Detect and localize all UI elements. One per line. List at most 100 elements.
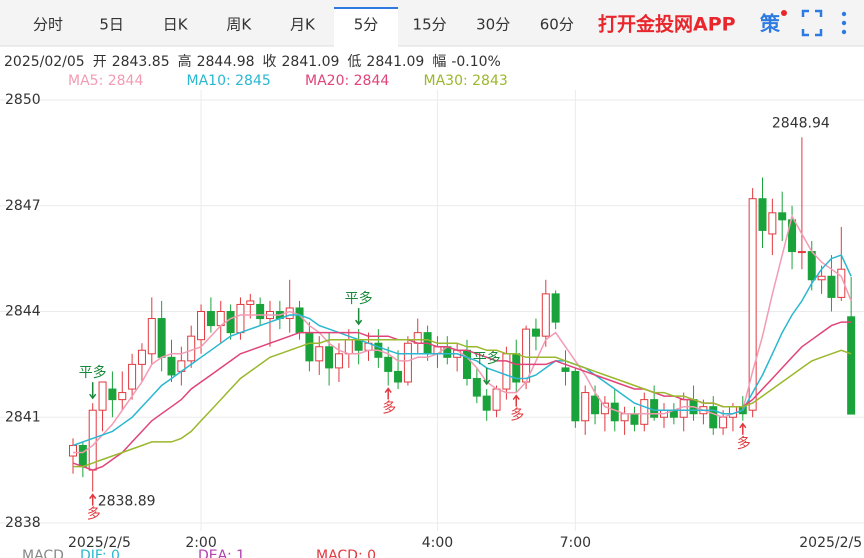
tab[interactable]: 15分 [413, 16, 447, 34]
candle-body [147, 318, 156, 355]
candle-body [88, 409, 97, 471]
tab[interactable]: 日K [163, 16, 189, 34]
tab[interactable]: 30分 [476, 16, 510, 34]
candle-body [206, 311, 215, 327]
candle-body [463, 349, 471, 379]
x-tick-label: 2025/2/5 [799, 535, 862, 551]
candle-body [98, 381, 107, 411]
candle-body [522, 328, 531, 383]
candle-body [157, 318, 166, 358]
quote-value: -0.10% [451, 54, 501, 70]
candle-body [807, 251, 816, 281]
candle-body [285, 307, 294, 320]
tab[interactable]: 月K [290, 16, 316, 34]
candle-body [620, 413, 629, 422]
candle-body [246, 300, 255, 305]
candle-body [167, 356, 176, 376]
candle-body [69, 444, 77, 457]
candle-body [197, 311, 206, 341]
quote-line: 2025/02/05 开 2843.85 高 2844.98 收 2841.09 低 2841.… [4, 53, 501, 70]
plot [69, 137, 856, 492]
candle-body [315, 346, 324, 362]
tab-bar [0, 0, 864, 46]
candle-body [591, 395, 600, 415]
candle-body [630, 413, 639, 425]
signal-arrow [89, 382, 97, 400]
signal-arrow [89, 493, 97, 506]
tab[interactable]: 5分 [354, 16, 379, 34]
quote-label: 收 [263, 54, 277, 70]
more-icon[interactable] [841, 11, 847, 35]
candle-body [610, 402, 619, 422]
candle-body [551, 293, 560, 323]
candle-body [719, 416, 728, 429]
signal-label: 平多 [473, 350, 501, 367]
ma-line [73, 338, 852, 468]
more-dot [841, 20, 847, 26]
fullscreen-icon[interactable] [801, 9, 823, 37]
candle-body [118, 392, 127, 401]
candle-body [502, 353, 511, 390]
candle-body [788, 219, 797, 253]
candle-body [571, 370, 580, 422]
candle-body [305, 332, 314, 362]
signal-arrow [355, 308, 363, 326]
active-tab [334, 7, 398, 47]
candle-body [768, 212, 777, 235]
candle-body [472, 377, 481, 397]
candle-body [728, 406, 737, 418]
candle-body [748, 198, 757, 411]
legend-entry: MA20: 2844 [305, 73, 389, 89]
candle-body [482, 395, 491, 411]
labels: 2838 2841 2844 2847 2850 2025/2/5 2:00 4:00 7:00… [5, 92, 862, 551]
quote-label: 幅 [432, 54, 446, 70]
candle-body [847, 316, 856, 415]
app-link[interactable]: 打开金投网APP [598, 13, 736, 36]
candle-body [640, 399, 649, 425]
y-tick-label: 2847 [5, 198, 41, 214]
extreme-label: 2848.94 [772, 115, 830, 131]
signal-label: 多 [382, 400, 396, 417]
candle-body [403, 342, 412, 383]
candle-body [600, 402, 609, 415]
candle-body [187, 335, 196, 362]
tab[interactable]: 分时 [33, 16, 63, 34]
candle-body [758, 198, 767, 231]
extreme-label: 2838.89 [98, 494, 156, 510]
signal-label: 多 [737, 435, 751, 452]
candle-body [650, 399, 659, 418]
candle-body [344, 339, 353, 355]
ma-line [72, 254, 852, 447]
candle-body [236, 303, 245, 334]
signal-label: 平多 [79, 364, 107, 381]
notice-dot [781, 10, 787, 16]
x-tick-label: 2:00 [185, 535, 216, 551]
tab[interactable]: 60分 [540, 16, 574, 34]
tab[interactable]: 周K [226, 16, 252, 34]
tab[interactable]: 5日 [99, 16, 124, 34]
active-tab-marker [334, 7, 398, 9]
signal-label: 平多 [345, 290, 373, 307]
candle-body [541, 293, 550, 337]
ma-line [73, 214, 852, 454]
x-tick-label: 4:00 [422, 535, 453, 551]
candle-body [295, 307, 304, 334]
legend-entry: MA30: 2843 [424, 73, 508, 89]
candle-body [325, 346, 334, 369]
y-tick-label: 2850 [5, 92, 41, 108]
y-tick-label: 2838 [5, 515, 41, 531]
more-dot [841, 11, 847, 17]
signal-arrow [384, 387, 392, 400]
quote-value: 2844.98 [197, 54, 255, 70]
macd-legend-entry: MACD [22, 548, 64, 558]
signal-arrow [483, 368, 491, 386]
legend-entry: MA10: 2845 [187, 73, 271, 89]
strategy-icon[interactable]: 策 [760, 12, 781, 36]
candle-body [778, 212, 787, 221]
quote-label: 高 [178, 53, 192, 70]
candle-body [256, 303, 265, 320]
macd-legend-entry: MACD: 0 [316, 548, 376, 558]
quote-label: 低 [347, 54, 361, 70]
signal-label: 多 [87, 506, 101, 523]
